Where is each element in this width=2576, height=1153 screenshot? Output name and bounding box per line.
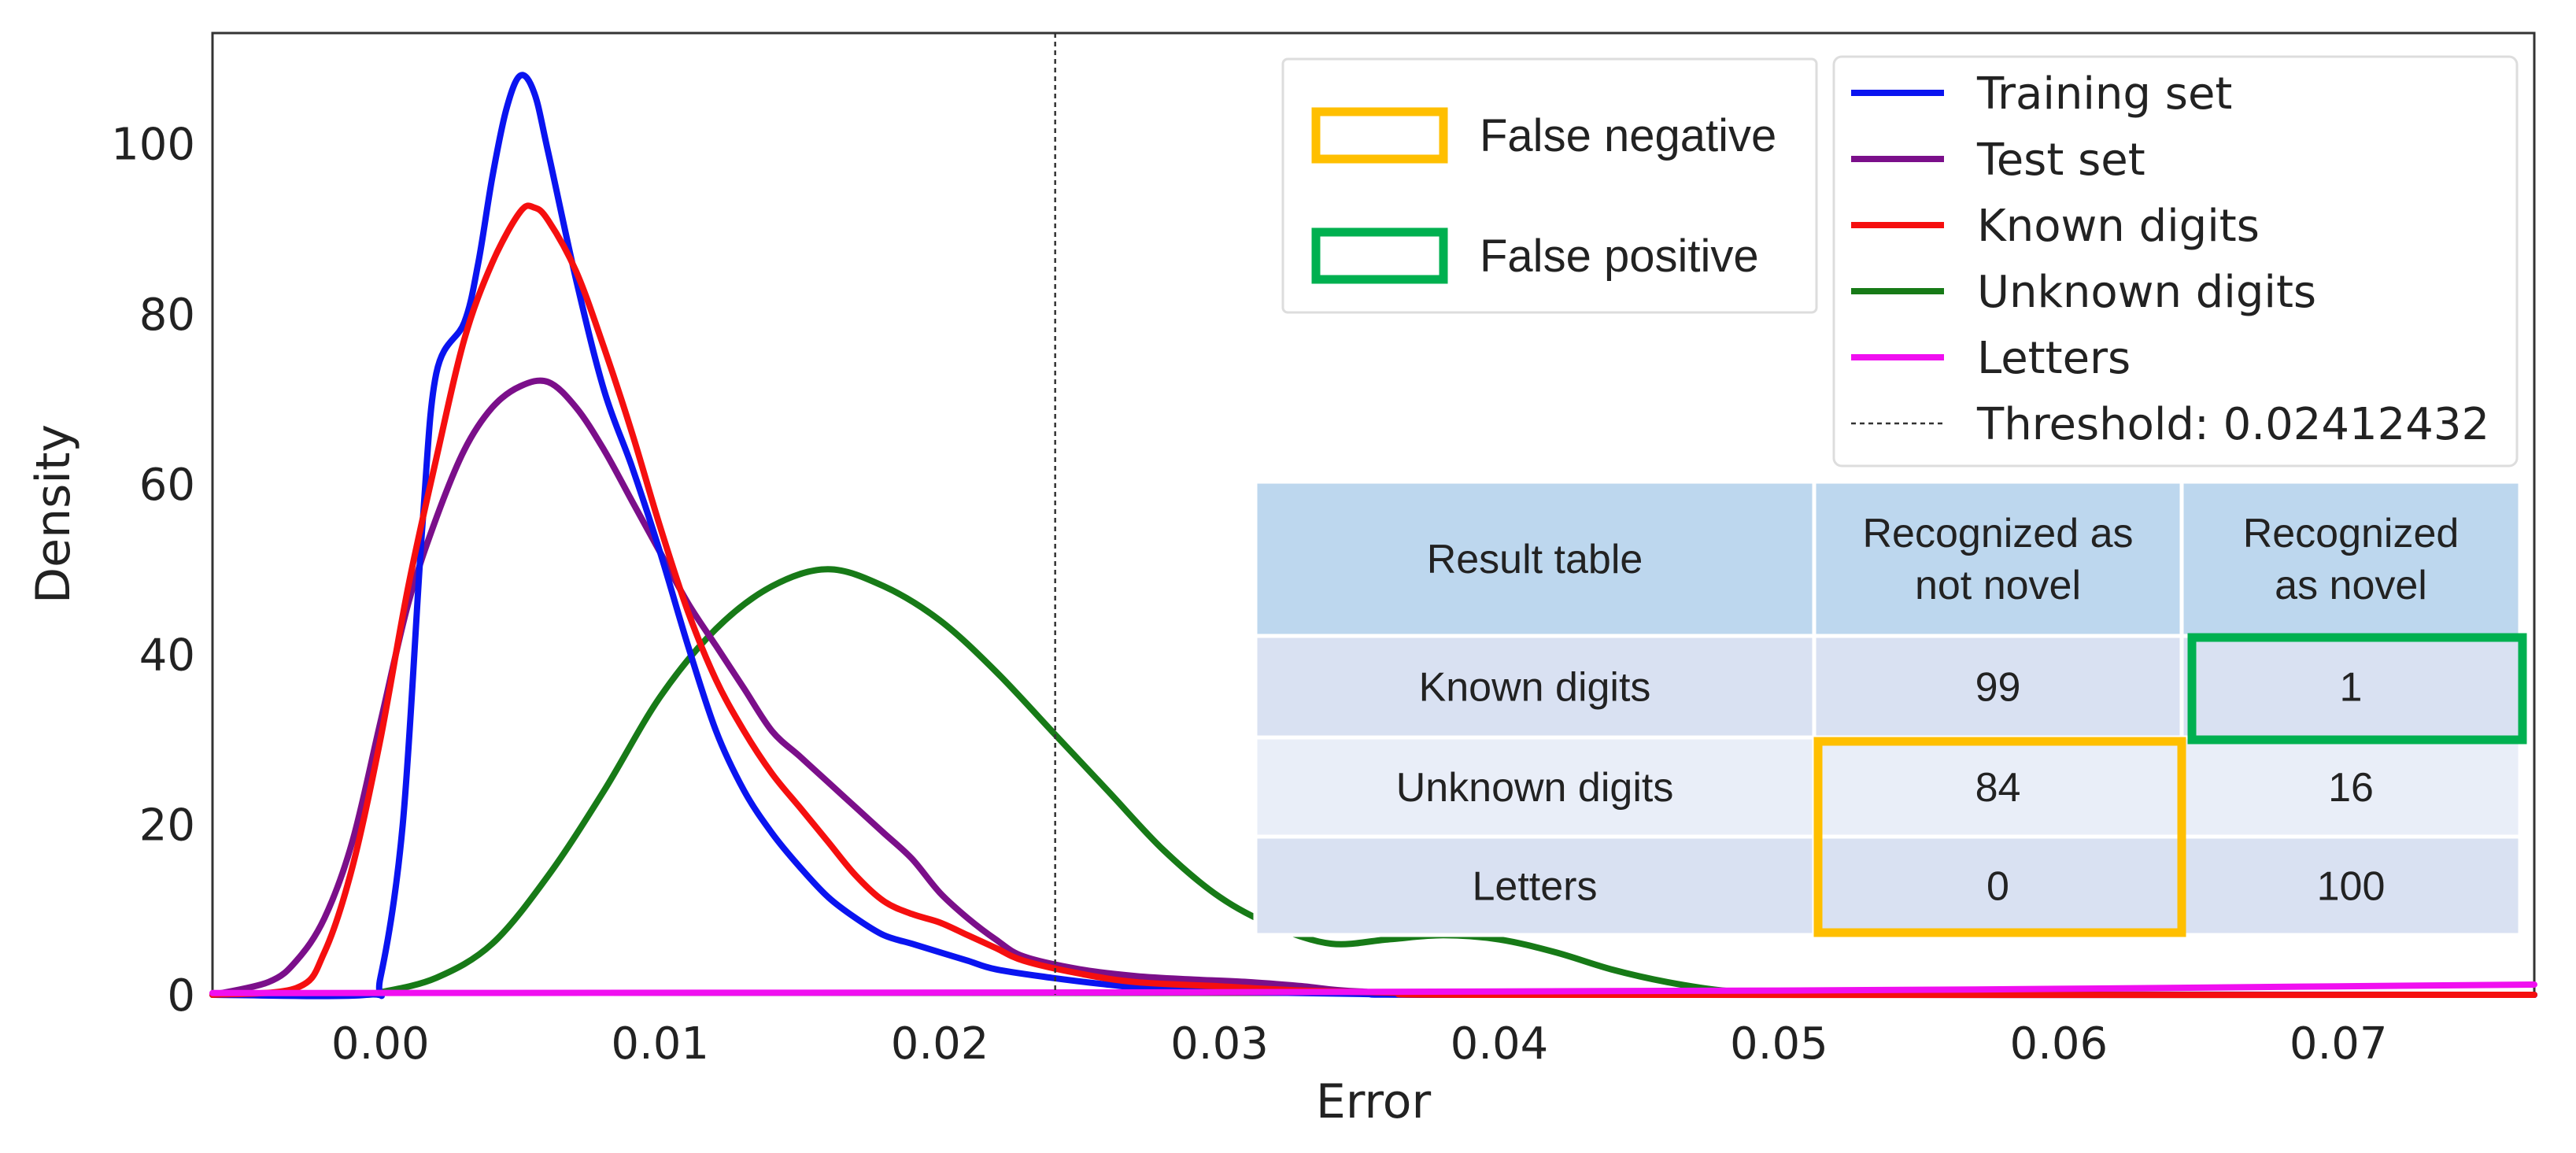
legend-label: Known digits	[1977, 201, 2260, 252]
y-tick-label: 80	[139, 290, 195, 341]
table-cell	[2179, 834, 2522, 937]
y-axis-label: Density	[26, 424, 81, 604]
legend-label: Test set	[1976, 135, 2145, 186]
legend-label: Training set	[1976, 68, 2232, 120]
table-header-cell	[2179, 479, 2522, 638]
legend-label: Unknown digits	[1977, 267, 2316, 318]
y-tick-label: 100	[111, 120, 195, 171]
table-cell-text: Known digits	[1419, 665, 1651, 711]
x-tick-label: 0.07	[2290, 1018, 2388, 1070]
legend-label: Threshold: 0.02412432	[1976, 399, 2489, 450]
series-legend-box	[1832, 55, 2519, 467]
false-negative-label: False negative	[1480, 110, 1776, 161]
x-axis-label: Error	[1316, 1074, 1432, 1129]
table-cell-text: 100	[2317, 864, 2386, 910]
x-tick-label: 0.06	[2009, 1018, 2108, 1070]
density-curves	[209, 72, 2537, 1000]
highlight-legend-box	[1281, 57, 1818, 314]
x-tick-label: 0.05	[1730, 1018, 1828, 1070]
table-header-text: Recognized as	[1863, 511, 2134, 556]
table-cell	[1812, 634, 2184, 740]
result-table: Result table Recognized as not novel Recogn…	[1253, 479, 2527, 937]
table-header-cell	[1253, 479, 1817, 638]
legend-label: Letters	[1977, 333, 2131, 384]
series-line-letters	[209, 981, 2537, 996]
table-cell-text: Letters	[1473, 864, 1598, 910]
false-positive-label: False positive	[1480, 231, 1759, 282]
table-cell-text: 1	[2340, 665, 2363, 711]
table-cell-text: 0	[1987, 864, 2009, 910]
x-tick-label: 0.00	[331, 1018, 430, 1070]
table-cell-text: Unknown digits	[1396, 765, 1674, 811]
table-cell-text: 16	[2328, 765, 2374, 811]
y-tick-label: 0	[167, 970, 195, 1022]
table-cell	[1812, 834, 2184, 937]
false-positive-highlight	[2187, 633, 2527, 745]
y-tick-label: 20	[139, 800, 195, 852]
x-tick-label: 0.02	[891, 1018, 989, 1070]
false-negative-swatch	[1311, 107, 1448, 164]
y-tick-label: 40	[139, 630, 195, 681]
table-cell-text: 99	[1975, 665, 2021, 711]
x-tick-label: 0.01	[611, 1018, 709, 1070]
table-header-text: as novel	[2275, 563, 2427, 608]
y-tick-label: 60	[139, 460, 195, 511]
table-header-text: not novel	[1915, 563, 2081, 608]
table-cell	[1253, 834, 1817, 937]
x-axis-ticks: 0.00 0.01 0.02 0.03 0.04 0.05 0.06 0.07	[331, 1018, 2388, 1070]
y-axis-ticks: 0 20 40 60 80 100	[111, 120, 195, 1022]
x-tick-label: 0.04	[1451, 1018, 1549, 1070]
false-positive-swatch	[1311, 227, 1448, 284]
false-negative-highlight	[1813, 737, 2186, 937]
table-header-text: Result table	[1427, 537, 1643, 582]
x-tick-label: 0.03	[1170, 1018, 1269, 1070]
table-cell	[2179, 735, 2522, 839]
table-header-cell	[1812, 479, 2184, 638]
table-cell	[1253, 634, 1817, 740]
table-cell-text: 84	[1975, 765, 2021, 811]
highlight-legend: False negative False positive	[1281, 57, 1818, 314]
series-legend: Training set Test set Known digits Unknown …	[1832, 55, 2519, 467]
table-header-text: Recognized	[2243, 511, 2460, 556]
